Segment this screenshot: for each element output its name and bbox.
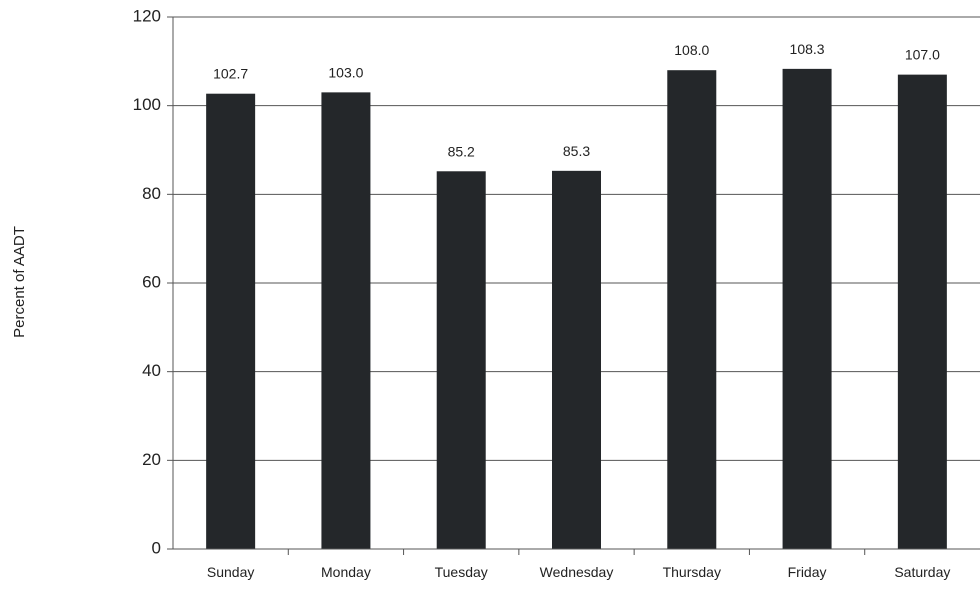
- data-label-thursday: 108.0: [674, 42, 709, 58]
- x-tick-label: Friday: [788, 564, 827, 580]
- y-tick-label: 80: [142, 184, 161, 203]
- x-tick-label: Saturday: [894, 564, 950, 580]
- data-label-friday: 108.3: [790, 41, 825, 57]
- data-label-tuesday: 85.2: [448, 143, 475, 159]
- y-axis-label: Percent of AADT: [11, 226, 28, 338]
- bar-tuesday: [436, 171, 486, 549]
- y-tick-label: 0: [152, 538, 161, 557]
- bar-friday: [782, 68, 832, 550]
- bars: [206, 68, 947, 550]
- bar-saturday: [897, 74, 947, 549]
- y-tick-label: 60: [142, 272, 161, 291]
- bar-wednesday: [552, 170, 601, 549]
- x-tick-label: Monday: [321, 564, 371, 580]
- data-label-monday: 103.0: [328, 64, 363, 80]
- y-tick-label: 120: [133, 6, 161, 25]
- y-tick-label: 40: [142, 361, 161, 380]
- labels: 0 20 40 60 80 100 120 102.7 Sunday 103.0 Monday 85.…: [133, 6, 951, 580]
- axes: [167, 16, 980, 555]
- bar-thursday: [667, 70, 717, 549]
- bar-sunday: [206, 93, 256, 550]
- data-label-sunday: 102.7: [213, 66, 248, 82]
- data-label-wednesday: 85.3: [563, 143, 590, 159]
- x-tick-label: Thursday: [663, 564, 721, 580]
- data-label-saturday: 107.0: [905, 47, 940, 63]
- x-tick-label: Sunday: [207, 564, 254, 580]
- bar-monday: [321, 92, 371, 549]
- x-tick-label: Tuesday: [435, 564, 488, 580]
- y-tick-label: 20: [142, 450, 161, 469]
- x-tick-label: Wednesday: [540, 564, 614, 580]
- y-tick-label: 100: [133, 95, 161, 114]
